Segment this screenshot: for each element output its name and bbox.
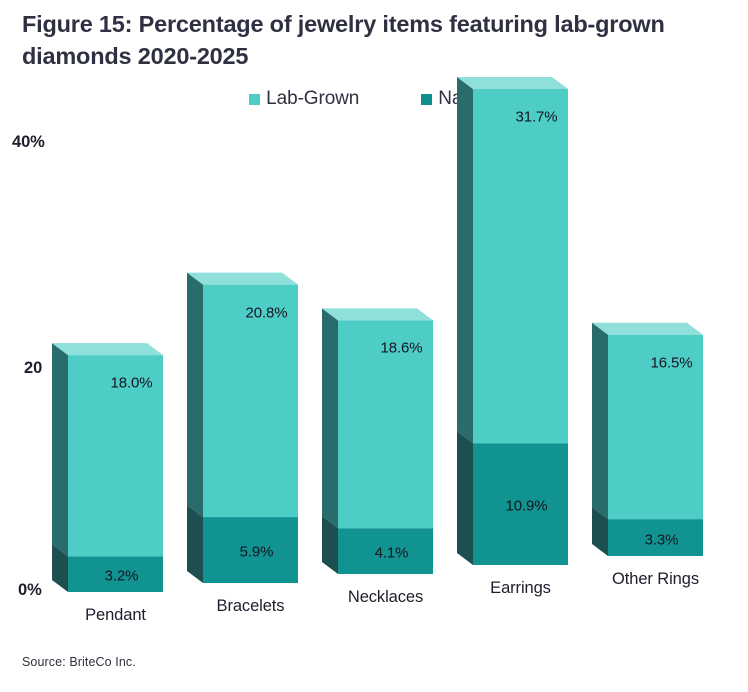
bar-front-natural (68, 556, 163, 592)
bar-front-natural (473, 443, 568, 565)
bar-front-lab-grown (68, 355, 163, 557)
bar-group-pendant[interactable] (52, 343, 163, 592)
bar-group-other-rings[interactable] (592, 322, 703, 556)
bar-side-lab-grown (322, 308, 338, 529)
x-axis-label-earrings: Earrings (490, 579, 551, 597)
bar-side-natural (322, 516, 338, 574)
legend-swatch-natural (421, 93, 433, 105)
bar-front-lab-grown (473, 88, 568, 444)
bar-front-lab-grown (608, 334, 703, 520)
bar-front-lab-grown (203, 284, 298, 518)
bar-front-natural (338, 528, 433, 574)
x-axis-label-pendant: Pendant (85, 606, 146, 624)
bar-group-earrings[interactable] (457, 76, 568, 565)
bar-front-natural (203, 517, 298, 583)
bar-top-lab-grown (592, 322, 703, 335)
bar-front-lab-grown (338, 320, 433, 529)
bar-side-natural (457, 431, 473, 565)
bar-side-lab-grown (52, 343, 68, 557)
source-note: Source: BriteCo Inc. (22, 655, 136, 669)
bar-side-lab-grown (457, 76, 473, 444)
bar-side-lab-grown (187, 272, 203, 518)
bar-side-natural (52, 544, 68, 592)
bar-group-necklaces[interactable] (322, 308, 433, 574)
bar-side-natural (592, 507, 608, 556)
bar-front-natural (608, 519, 703, 556)
legend-item-lab-grown[interactable]: Lab-Grown (249, 88, 359, 110)
legend-swatch-lab-grown (249, 93, 261, 105)
bar-top-lab-grown (322, 308, 433, 321)
bar-side-natural (187, 505, 203, 583)
bar-group-bracelets[interactable] (187, 272, 298, 583)
bar-side-lab-grown (592, 322, 608, 520)
bar-top-lab-grown (187, 272, 298, 285)
legend-label-lab-grown: Lab-Grown (266, 88, 360, 109)
y-axis-tick-40: 40% (12, 133, 45, 151)
page-title: Figure 15: Percentage of jewelry items f… (22, 11, 665, 69)
x-axis-label-other-rings: Other Rings (612, 570, 699, 588)
bar-top-lab-grown (52, 343, 163, 356)
x-axis-label-necklaces: Necklaces (347, 588, 424, 606)
y-axis-tick-20: 20 (24, 359, 43, 377)
x-axis-label-bracelets: Bracelets (216, 597, 285, 615)
bar-top-lab-grown (457, 76, 568, 89)
y-axis-tick-0: 0% (18, 581, 42, 599)
